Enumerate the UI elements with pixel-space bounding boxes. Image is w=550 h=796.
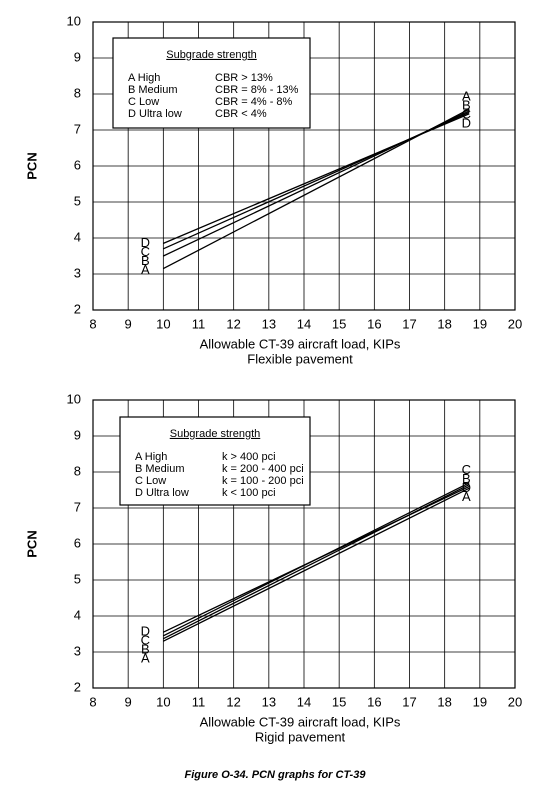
plot-frame bbox=[92, 21, 516, 311]
legend-description: CBR < 4% bbox=[215, 108, 267, 120]
legend-description: CBR = 4% - 8% bbox=[215, 96, 293, 108]
series-label: A bbox=[462, 489, 471, 504]
legend-description: k < 100 pci bbox=[222, 487, 276, 499]
legend-title: Subgrade strength bbox=[170, 428, 261, 440]
legend-label: C Low bbox=[135, 475, 166, 487]
y-tick-label: 6 bbox=[74, 535, 81, 550]
x-tick-label: 12 bbox=[226, 316, 240, 331]
x-tick-label: 17 bbox=[402, 694, 416, 709]
x-tick-label: 12 bbox=[226, 694, 240, 709]
y-tick-label: 8 bbox=[74, 463, 81, 478]
x-tick-label: 16 bbox=[367, 316, 381, 331]
series-label: B bbox=[141, 642, 150, 657]
series-label: C bbox=[462, 462, 471, 477]
y-tick-label: 3 bbox=[74, 265, 81, 280]
y-axis-label: PCN bbox=[24, 530, 39, 557]
x-tick-label: 18 bbox=[437, 316, 451, 331]
y-tick-label: 8 bbox=[74, 85, 81, 100]
series-label: D bbox=[462, 116, 471, 131]
legend-description: CBR > 13% bbox=[215, 72, 273, 84]
x-axis-sublabel: Rigid pavement bbox=[255, 729, 346, 744]
series-label: D bbox=[141, 624, 150, 639]
legend-label: B Medium bbox=[128, 84, 178, 96]
x-tick-label: 8 bbox=[89, 316, 96, 331]
x-tick-label: 13 bbox=[262, 694, 276, 709]
legend-description: CBR = 8% - 13% bbox=[215, 84, 299, 96]
caption: Figure O-34. PCN graphs for CT-39 bbox=[185, 769, 367, 781]
x-tick-label: 10 bbox=[156, 694, 170, 709]
series-label: B bbox=[462, 98, 471, 113]
series-label: C bbox=[141, 633, 150, 648]
legend-description: k > 400 pci bbox=[222, 451, 276, 463]
y-tick-label: 10 bbox=[67, 391, 81, 406]
x-tick-label: 14 bbox=[297, 694, 311, 709]
y-tick-label: 5 bbox=[74, 571, 81, 586]
y-tick-label: 3 bbox=[74, 643, 81, 658]
series-label: B bbox=[141, 253, 150, 268]
series-label: A bbox=[141, 262, 150, 277]
series-line bbox=[163, 113, 470, 244]
y-tick-label: 10 bbox=[67, 13, 81, 28]
y-tick-label: 4 bbox=[74, 607, 81, 622]
legend-label: D Ultra low bbox=[135, 487, 189, 499]
y-axis-label: PCN bbox=[24, 152, 39, 179]
x-tick-label: 20 bbox=[508, 316, 522, 331]
series-label: D bbox=[141, 235, 150, 250]
legend-label: B Medium bbox=[135, 463, 185, 475]
series-line bbox=[163, 485, 470, 633]
y-tick-label: 2 bbox=[74, 301, 81, 316]
x-tick-label: 14 bbox=[297, 316, 311, 331]
series-label: D bbox=[462, 480, 471, 495]
y-tick-label: 7 bbox=[74, 121, 81, 136]
y-tick-label: 4 bbox=[74, 229, 81, 244]
x-tick-label: 19 bbox=[473, 316, 487, 331]
x-axis-sublabel: Flexible pavement bbox=[247, 351, 353, 366]
x-tick-label: 17 bbox=[402, 316, 416, 331]
x-tick-label: 11 bbox=[192, 316, 206, 331]
legend-label: A High bbox=[135, 451, 167, 463]
y-tick-label: 9 bbox=[74, 427, 81, 442]
series-label: C bbox=[141, 244, 150, 259]
series-line bbox=[163, 487, 470, 642]
legend-description: k = 200 - 400 pci bbox=[222, 463, 304, 475]
series-label: A bbox=[462, 89, 471, 104]
y-tick-label: 2 bbox=[74, 679, 81, 694]
x-axis-label: Allowable CT-39 aircraft load, KIPs bbox=[200, 336, 401, 351]
series-label: B bbox=[462, 471, 471, 486]
x-tick-label: 11 bbox=[192, 694, 206, 709]
y-tick-label: 7 bbox=[74, 499, 81, 514]
y-tick-label: 5 bbox=[74, 193, 81, 208]
plot-frame bbox=[92, 399, 516, 689]
x-tick-label: 9 bbox=[125, 316, 132, 331]
legend-label: C Low bbox=[128, 96, 159, 108]
x-tick-label: 8 bbox=[89, 694, 96, 709]
x-tick-label: 13 bbox=[262, 316, 276, 331]
series-label: C bbox=[462, 107, 471, 122]
x-tick-label: 18 bbox=[437, 694, 451, 709]
y-tick-label: 6 bbox=[74, 157, 81, 172]
x-tick-label: 15 bbox=[332, 694, 346, 709]
legend-label: A High bbox=[128, 72, 160, 84]
legend-box bbox=[112, 37, 311, 129]
x-tick-label: 19 bbox=[473, 694, 487, 709]
series-label: A bbox=[141, 651, 150, 666]
legend-label: D Ultra low bbox=[128, 108, 182, 120]
x-tick-label: 15 bbox=[332, 316, 346, 331]
x-tick-label: 9 bbox=[125, 694, 132, 709]
y-tick-label: 9 bbox=[74, 49, 81, 64]
legend-box bbox=[119, 416, 311, 506]
x-tick-label: 16 bbox=[367, 694, 381, 709]
x-tick-label: 20 bbox=[508, 694, 522, 709]
x-tick-label: 10 bbox=[156, 316, 170, 331]
x-axis-label: Allowable CT-39 aircraft load, KIPs bbox=[200, 714, 401, 729]
legend-description: k = 100 - 200 pci bbox=[222, 475, 304, 487]
legend-title: Subgrade strength bbox=[166, 49, 257, 61]
